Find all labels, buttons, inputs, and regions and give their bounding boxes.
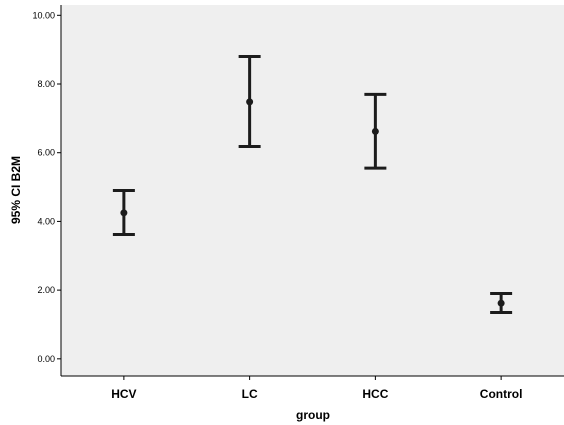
x-tick-label: Control (480, 387, 523, 401)
x-tick-label: HCC (362, 387, 388, 401)
error-bar-hcv (112, 189, 135, 236)
x-tick-label: HCV (111, 387, 136, 401)
y-tick-label: 6.00 (37, 148, 55, 158)
mean-point (371, 127, 379, 135)
plot-area (61, 5, 564, 376)
y-tick-label: 4.00 (37, 216, 55, 226)
y-axis-label: 95% CI B2M (9, 156, 23, 224)
x-ticks: HCV LC HCC Control (111, 376, 522, 401)
y-tick-label: 0.00 (37, 354, 55, 364)
y-ticks: 0.00 2.00 4.00 6.00 8.00 10.00 (32, 10, 61, 364)
mean-point (497, 299, 505, 307)
error-bar-hcc (364, 92, 387, 170)
x-axis-label: group (296, 408, 330, 422)
y-tick-label: 8.00 (37, 79, 55, 89)
error-bar-control (490, 292, 513, 314)
y-tick-label: 10.00 (32, 10, 55, 20)
y-tick-label: 2.00 (37, 285, 55, 295)
mean-point (246, 98, 254, 106)
axes (60, 5, 564, 377)
mean-point (120, 209, 128, 217)
x-tick-label: LC (242, 387, 258, 401)
series-error-bars (112, 55, 513, 314)
error-bar-lc (238, 55, 261, 149)
